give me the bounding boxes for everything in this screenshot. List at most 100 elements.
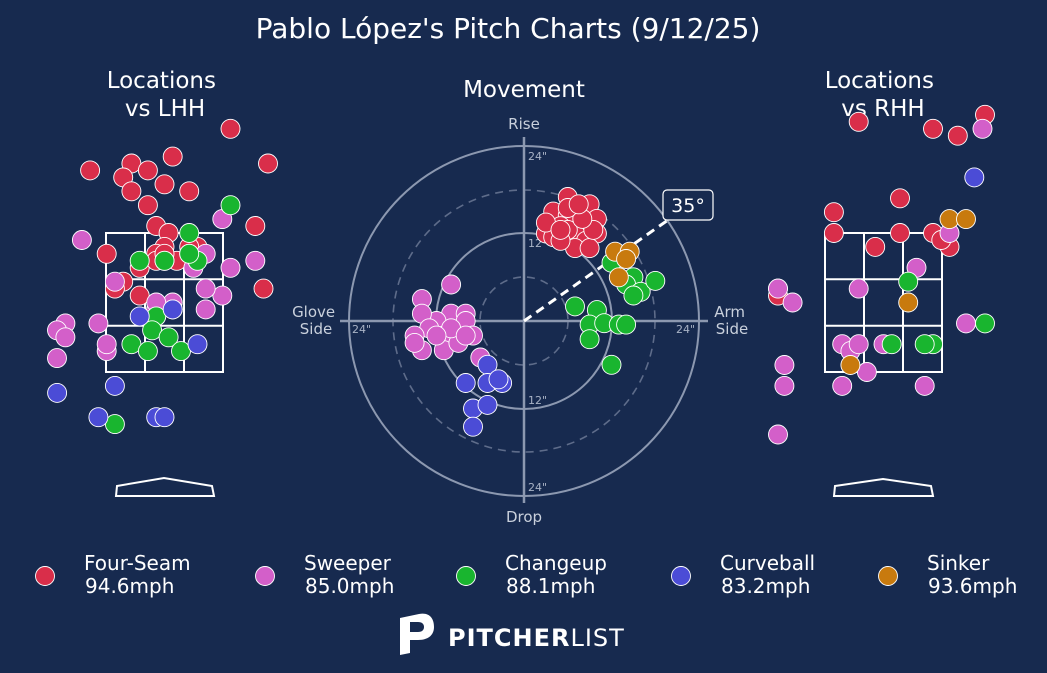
lhh-four-seam-dot <box>80 160 101 181</box>
legend-sweeper-velo: 85.0mph <box>305 574 394 598</box>
lhh-panel-title: Locations vs LHH <box>107 68 224 122</box>
movement-changeup-dot <box>565 296 585 317</box>
lhh-four-seam-dot <box>137 195 158 216</box>
rhh-sweeper-dot <box>774 375 795 396</box>
movement-sweeper-dot <box>426 325 447 346</box>
lhh-sweeper-dot <box>104 271 125 292</box>
movement-sweeper-dot <box>404 332 425 353</box>
legend-four-seam-velo: 94.6mph <box>85 574 174 598</box>
movement-sweeper-dot <box>455 325 476 346</box>
ring-label-bottom-24: 24" <box>528 481 547 494</box>
rhh-sweeper-dot <box>848 278 869 299</box>
movement-changeup-dot <box>579 329 600 350</box>
rhh-location-dots <box>768 104 995 445</box>
lhh-curveball-dot <box>88 407 109 428</box>
movement-four-seam-dot <box>568 194 589 215</box>
lhh-sweeper-dot <box>88 313 109 334</box>
legend-changeup-velo: 88.1mph <box>506 574 595 598</box>
lhh-changeup-dot <box>220 195 241 216</box>
rhh-four-seam-dot <box>890 223 910 243</box>
rhh-panel-title: Locations vs RHH <box>825 68 942 122</box>
lhh-location-dots <box>47 118 278 435</box>
rhh-sweeper-dot <box>768 424 788 445</box>
lhh-changeup-dot <box>154 250 175 271</box>
arm-angle-label: 35° <box>671 195 705 217</box>
legend-four-seam-icon <box>35 566 55 586</box>
rhh-four-seam-dot <box>923 118 943 139</box>
rhh-sweeper-dot <box>848 334 869 355</box>
lhh-four-seam-dot <box>162 146 183 167</box>
ring-label-bottom-12: 12" <box>528 394 547 407</box>
lhh-sweeper-dot <box>71 230 92 250</box>
movement-changeup-dot <box>601 354 622 375</box>
lhh-sweeper-dot <box>220 257 241 278</box>
movement-arm-side-label: Arm Side <box>714 303 750 338</box>
movement-dots <box>404 187 666 437</box>
rhh-sweeper-dot <box>972 118 993 139</box>
movement-panel-title: Movement <box>463 77 585 103</box>
rhh-four-seam-dot <box>890 188 910 209</box>
lhh-curveball-dot <box>154 407 175 428</box>
rhh-four-seam-dot <box>947 125 968 146</box>
lhh-four-seam-dot <box>121 181 142 202</box>
ring-label-top-24: 24" <box>528 150 547 163</box>
rhh-sweeper-dot <box>956 313 976 334</box>
legend-sinker-velo: 93.6mph <box>928 574 1017 598</box>
legend-curveball-label: Curveball <box>720 551 815 575</box>
movement-curveball-dot <box>477 394 498 415</box>
lhh-sweeper-dot <box>212 285 233 306</box>
rhh-sweeper-dot <box>914 375 935 396</box>
movement-glove-side-label: Glove Side <box>292 303 340 338</box>
movement-sinker-dot <box>608 267 629 288</box>
legend-sinker-icon <box>878 566 898 586</box>
legend-changeup-icon <box>456 566 476 586</box>
rhh-strike-zone <box>824 232 943 373</box>
lhh-four-seam-dot <box>245 216 266 236</box>
lhh-changeup-dot <box>179 223 200 243</box>
movement-curveball-dot <box>463 416 483 437</box>
lhh-sweeper-dot <box>245 250 266 271</box>
lhh-sweeper-dot <box>96 334 117 355</box>
rhh-four-seam-dot <box>865 236 886 257</box>
svg-text:PITCHERLIST: PITCHERLIST <box>448 624 625 652</box>
rhh-sinker-dot <box>898 292 919 313</box>
lhh-sweeper-dot <box>55 327 76 348</box>
lhh-curveball-dot <box>47 382 68 403</box>
figure-title: Pablo López's Pitch Charts (9/12/25) <box>256 12 761 45</box>
movement-sweeper-dot <box>441 274 462 295</box>
movement-ring-labels: 24" 12" 12" 24" 24" 24" <box>352 150 695 494</box>
lhh-curveball-dot <box>129 306 150 327</box>
legend-changeup-label: Changeup <box>505 551 607 575</box>
lhh-changeup-dot <box>137 341 158 362</box>
movement-sinker-dot <box>616 249 637 269</box>
brand-light: LIST <box>570 624 624 652</box>
lhh-four-seam-dot <box>253 278 274 299</box>
rhh-sinker-dot <box>840 355 861 375</box>
rhh-sinker-dot <box>956 209 976 230</box>
lhh-four-seam-dot <box>220 118 241 139</box>
movement-four-seam-dot <box>579 238 600 259</box>
movement-curveball-dot <box>455 373 476 393</box>
legend-sweeper-icon <box>255 566 275 586</box>
rhh-changeup-dot <box>881 334 902 355</box>
rhh-sweeper-dot <box>832 375 853 396</box>
lhh-sweeper-dot <box>47 348 67 369</box>
ring-label-right-24: 24" <box>676 323 695 336</box>
lhh-four-seam-dot <box>137 160 158 181</box>
lhh-four-seam-dot <box>179 181 200 202</box>
legend-curveball-velo: 83.2mph <box>721 574 810 598</box>
rhh-sweeper-dot <box>782 292 803 313</box>
lhh-curveball-dot <box>187 334 208 355</box>
movement-four-seam-dot <box>550 219 571 240</box>
rhh-four-seam-dot <box>823 223 844 243</box>
movement-drop-label: Drop <box>506 508 542 526</box>
movement-changeup-dot <box>616 314 637 335</box>
lhh-sweeper-dot <box>195 278 216 299</box>
lhh-changeup-dot <box>158 327 179 348</box>
rhh-changeup-dot <box>898 271 919 292</box>
brand-bold: PITCHER <box>448 624 570 652</box>
movement-changeup-dot <box>645 270 666 291</box>
rhh-four-seam-dot <box>823 202 844 223</box>
